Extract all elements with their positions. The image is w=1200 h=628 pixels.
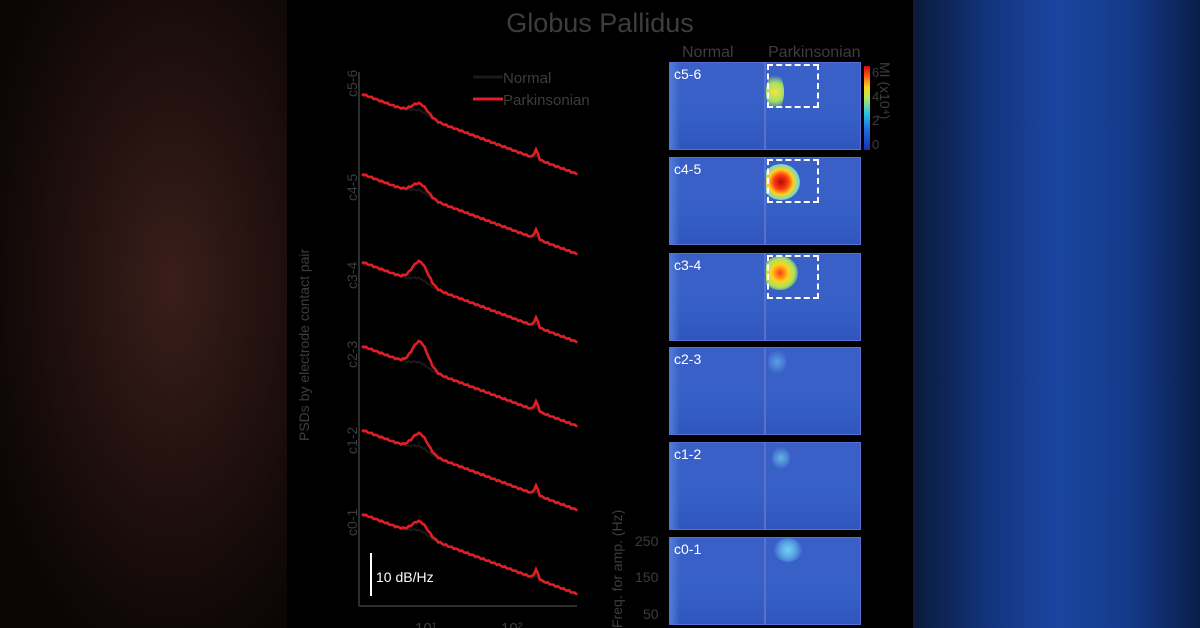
freq-tick-150: 150 [635,569,659,585]
trace-label-c4-5: c4-5 [344,173,360,201]
heatmap-hotspot [766,256,798,290]
highlight-box [767,64,819,108]
psd-trace-parkinsonian-c1-2 [361,428,578,512]
heatmap-row-label-c2-3: c2-3 [674,351,702,367]
background-left [0,0,287,628]
psd-trace-parkinsonian-c4-5 [361,172,578,256]
highlight-box [767,159,819,203]
heatmap-row-label-c3-4: c3-4 [674,257,702,273]
trace-label-c2-3: c2-3 [344,340,360,368]
column-header-parkinsonian: Parkinsonian [768,44,861,61]
heatmap-normal-c4-5: c4-5 [669,157,765,245]
scale-bar-label: 10 dB/Hz [376,569,434,585]
heatmap-normal-c1-2: c1-2 [669,442,765,530]
heatmap-row-label-c5-6: c5-6 [674,66,702,82]
x-tick-label-100: 10² [501,620,523,628]
heatmap-hotspot [766,164,800,200]
highlight-box [767,255,819,299]
trace-label-c1-2: c1-2 [344,426,360,454]
column-header-normal: Normal [682,44,734,61]
colorbar [864,66,870,150]
heatmap-hotspot [768,350,786,374]
heatmap-normal-c5-6: c5-6 [669,62,765,150]
colorbar-tick-0: 0 [872,137,880,152]
heatmap-normal-c0-1: c0-1 [669,537,765,625]
heatmap-hotspot [772,447,790,469]
psd-trace-parkinsonian-c0-1 [361,512,578,596]
psd-trace-parkinsonian-c5-6 [361,92,578,176]
background-right [913,0,1200,628]
heatmap-hotspot [766,73,784,111]
colorbar-tick-6: 6 [872,65,880,80]
figure-panel: Globus Pallidus 10 dB/Hz Normal Parkinso… [287,0,913,628]
psd-y-axis-label: PSDs by electrode contact pair [296,248,312,441]
heatmap-normal-c2-3: c2-3 [669,347,765,435]
heatmap-edge [670,443,680,529]
heatmap-parkinsonian-c1-2 [765,442,861,530]
heatmap-edge [670,63,680,149]
heatmap-row-label-c4-5: c4-5 [674,161,702,177]
freq-tick-250: 250 [635,533,659,549]
heatmap-parkinsonian-c2-3 [765,347,861,435]
heatmap-parkinsonian-c5-6 [765,62,861,150]
psd-trace-parkinsonian-c3-4 [361,259,578,344]
heatmap-edge [670,158,680,244]
trace-label-c5-6: c5-6 [344,69,360,97]
heatmap-edge [670,538,680,624]
heatmap-edge [670,348,680,434]
trace-label-c3-4: c3-4 [344,261,360,289]
psd-chart: 10 dB/Hz Normal Parkinsonian 10¹ 10² [358,70,590,628]
heatmap-parkinsonian-c4-5 [765,157,861,245]
heatmap-parkinsonian-c3-4 [765,253,861,341]
freq-axis-label: Freq. for amp. (Hz) [609,509,625,628]
figure-title: Globus Pallidus [506,8,694,38]
x-tick-label-10: 10¹ [415,620,437,628]
freq-tick-50: 50 [643,606,659,622]
trace-label-c0-1: c0-1 [344,508,360,536]
colorbar-tick-2: 2 [872,113,880,128]
heatmap-edge [670,254,680,340]
heatmap-hotspot [774,538,802,562]
colorbar-tick-4: 4 [872,89,880,104]
legend-label-parkinsonian: Parkinsonian [503,92,590,109]
heatmap-normal-c3-4: c3-4 [669,253,765,341]
colorbar-label: MI (x10⁴) [877,62,893,120]
psd-trace-parkinsonian-c2-3 [361,339,578,428]
heatmap-row-label-c1-2: c1-2 [674,446,702,462]
heatmap-row-label-c0-1: c0-1 [674,541,702,557]
heatmap-parkinsonian-c0-1 [765,537,861,625]
legend-label-normal: Normal [503,70,551,87]
